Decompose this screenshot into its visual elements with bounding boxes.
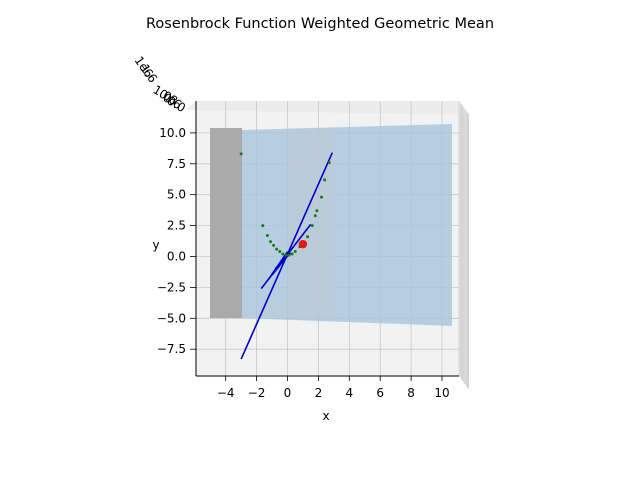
- path-point: [293, 250, 297, 254]
- rosenbrock-surface: [210, 124, 452, 326]
- x-axis-label: x: [322, 409, 329, 423]
- path-point: [313, 214, 317, 218]
- x-tick-label: 4: [345, 386, 353, 400]
- x-tick-label: 0: [284, 386, 292, 400]
- x-tick-label: 8: [407, 386, 415, 400]
- path-point: [272, 243, 276, 247]
- path-point: [265, 233, 269, 237]
- surface-shadow-strip: [210, 128, 242, 318]
- x-tick-label: 10: [434, 386, 449, 400]
- y-tick-label: 5.0: [167, 188, 186, 202]
- x-tick-label: −2: [248, 386, 266, 400]
- chart-title: Rosenbrock Function Weighted Geometric M…: [146, 16, 494, 32]
- surface-shadow-fold: [288, 130, 334, 318]
- y-tick-label: −7.5: [157, 342, 186, 356]
- path-point: [323, 178, 327, 182]
- path-point: [275, 247, 279, 251]
- path-point: [290, 252, 294, 256]
- y-tick-label: 2.5: [167, 219, 186, 233]
- y-tick-label: −5.0: [157, 311, 186, 325]
- surface-mesh: [242, 124, 452, 326]
- path-point: [261, 224, 265, 228]
- x-tick-labels: −4 −2 0 2 4 6 8 10: [217, 376, 450, 400]
- path-point: [281, 252, 285, 256]
- y-tick-label: 7.5: [167, 157, 186, 171]
- path-point: [310, 224, 314, 228]
- path-point: [278, 250, 282, 254]
- path-point: [269, 240, 273, 244]
- y-tick-labels: 10.0 7.5 5.0 2.5 0.0 −2.5 −5.0 −7.5: [157, 126, 196, 356]
- optimum-marker: [298, 239, 308, 249]
- path-point: [315, 209, 319, 213]
- path-point: [319, 195, 323, 199]
- y-tick-label: 10.0: [159, 126, 186, 140]
- path-point: [327, 161, 331, 165]
- path-point: [287, 253, 291, 257]
- optimum-point: [298, 239, 308, 249]
- x-tick-label: −4: [217, 386, 235, 400]
- x-tick-label: 6: [376, 386, 384, 400]
- path-point: [284, 253, 288, 257]
- path-point: [239, 152, 243, 156]
- path-point: [306, 235, 310, 239]
- y-axis-label: y: [152, 238, 159, 252]
- path-points: [239, 152, 331, 257]
- y-tick-label: 0.0: [167, 250, 186, 264]
- x-tick-label: 2: [315, 386, 323, 400]
- y-tick-label: −2.5: [157, 280, 186, 294]
